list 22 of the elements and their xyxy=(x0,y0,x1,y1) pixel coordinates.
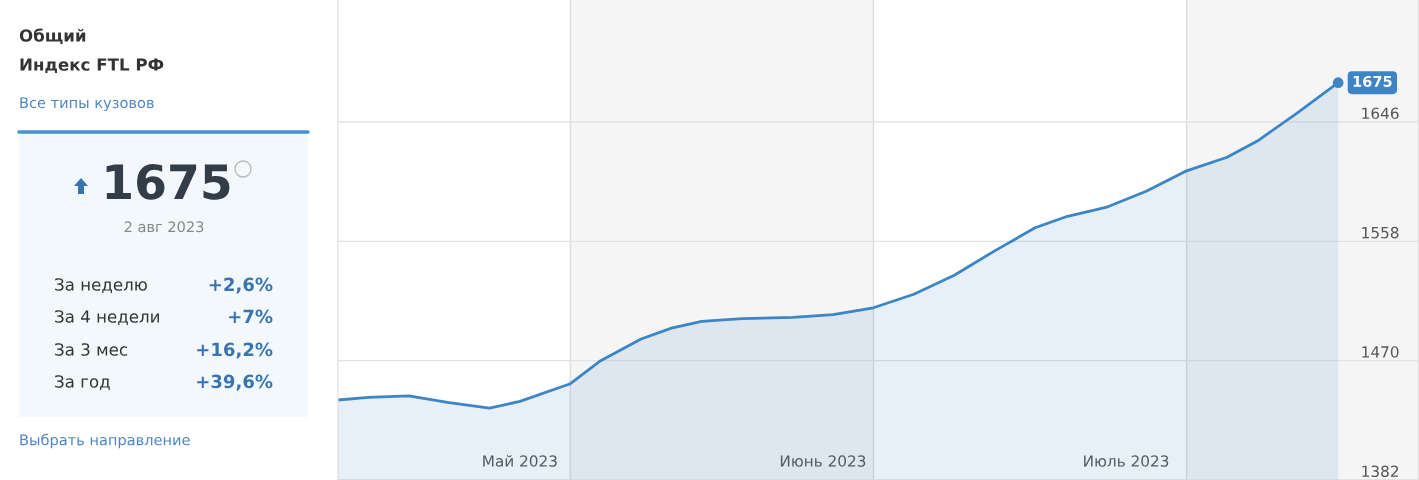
text: За 3 мес xyxy=(55,343,128,356)
text: За год xyxy=(55,375,110,390)
text: За 4 недели xyxy=(55,310,159,325)
text: За неделю xyxy=(55,278,147,293)
text: Все типы кузовов xyxy=(20,97,154,112)
text: Выбрать направление xyxy=(20,433,190,449)
text: Общий xyxy=(19,28,86,44)
text: +39,6% xyxy=(197,374,273,391)
y-tick-label: 1646 xyxy=(1362,107,1399,120)
text: +7% xyxy=(229,309,273,324)
y-tick-label: 1470 xyxy=(1362,346,1399,358)
x-tick-label: Май 2023 xyxy=(483,455,557,467)
y-tick-label: 1558 xyxy=(1362,226,1399,239)
text: Индекс FTL РФ xyxy=(20,58,164,73)
x-tick-label: Июль 2023 xyxy=(1084,455,1169,467)
text: 1675 xyxy=(106,164,230,200)
text: +16,2% xyxy=(197,342,273,359)
text: 2 авг 2023 xyxy=(124,221,204,233)
text: +2,6% xyxy=(209,277,273,294)
x-tick-label: Июнь 2023 xyxy=(780,455,866,467)
y-tick-label: 1382 xyxy=(1362,465,1399,478)
data-label: 1675 xyxy=(1353,75,1392,87)
